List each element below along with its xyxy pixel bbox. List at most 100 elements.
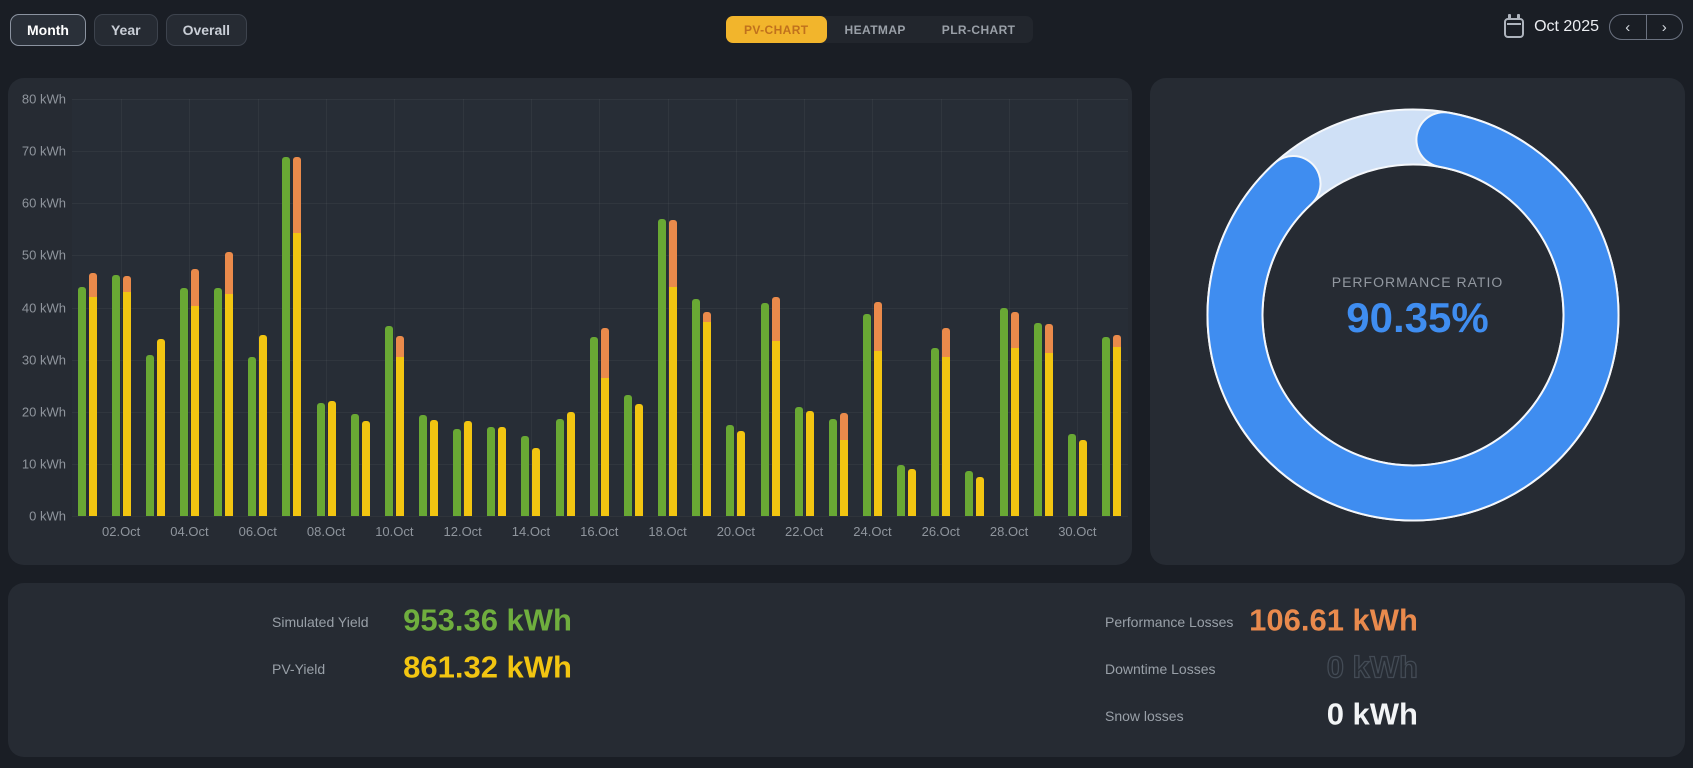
bar-simulated-yield-day-20[interactable] [726,424,735,516]
bar-simulated-yield-day-5[interactable] [214,287,223,516]
bar-pv-yield-day-11[interactable] [430,419,438,516]
bar-simulated-yield-day-14[interactable] [521,435,530,516]
bar-performance-loss-day-16[interactable] [600,328,609,378]
bar-simulated-yield-day-9[interactable] [350,413,359,516]
tab-heatmap[interactable]: HEATMAP [844,22,906,37]
bar-simulated-yield-day-19[interactable] [692,298,701,516]
bar-pv-yield-day-18[interactable] [669,286,678,516]
bar-simulated-yield-day-23[interactable] [828,419,837,516]
bar-performance-loss-day-31[interactable] [1113,334,1121,347]
bar-simulated-yield-day-4[interactable] [179,287,188,516]
bar-simulated-yield-day-28[interactable] [999,307,1008,516]
bar-pv-yield-day-17[interactable] [634,403,643,516]
bar-simulated-yield-day-27[interactable] [965,470,974,516]
bar-simulated-yield-day-30[interactable] [1067,433,1076,516]
bar-pv-yield-day-4[interactable] [190,306,199,516]
bar-pv-yield-day-22[interactable] [805,411,814,516]
bar-pv-yield-day-14[interactable] [532,447,541,516]
bar-performance-loss-day-21[interactable] [771,296,780,342]
bar-pv-yield-day-23[interactable] [839,440,848,516]
bar-pv-yield-day-28[interactable] [1010,347,1019,516]
bar-pv-yield-day-3[interactable] [156,338,165,516]
bar-simulated-yield-day-3[interactable] [145,355,154,516]
tab-pv-chart[interactable]: PV-CHART [726,16,827,43]
bar-simulated-yield-day-15[interactable] [555,419,564,516]
y-axis-tick: 0 kWh [29,508,66,524]
bar-pv-yield-day-31[interactable] [1113,346,1121,516]
bar-simulated-yield-day-8[interactable] [316,402,325,516]
overall-button[interactable]: Overall [165,14,248,46]
bar-pv-yield-day-20[interactable] [737,431,746,516]
bar-pv-yield-day-16[interactable] [600,377,609,516]
bar-simulated-yield-day-17[interactable] [623,394,632,516]
bar-pv-yield-day-21[interactable] [771,341,780,516]
bar-simulated-yield-day-29[interactable] [1033,322,1042,516]
prev-month-button[interactable]: ‹ [1625,18,1631,36]
bar-simulated-yield-day-24[interactable] [862,314,871,516]
bar-pv-yield-day-19[interactable] [703,322,712,516]
v-gridline [940,99,942,516]
year-button[interactable]: Year [93,14,158,46]
bar-simulated-yield-day-18[interactable] [658,219,667,516]
bar-simulated-yield-day-2[interactable] [111,275,120,516]
x-axis-tick: 14.Oct [511,524,551,539]
bar-simulated-yield-day-31[interactable] [1102,336,1110,516]
bar-simulated-yield-day-21[interactable] [760,303,769,516]
bar-performance-loss-day-28[interactable] [1010,312,1019,348]
x-axis-tick: 22.Oct [784,524,824,539]
bar-performance-loss-day-26[interactable] [942,328,951,357]
bar-pv-yield-day-30[interactable] [1078,439,1087,516]
bar-pv-yield-day-1[interactable] [88,297,97,516]
bar-simulated-yield-day-12[interactable] [453,428,462,516]
bar-pv-yield-day-15[interactable] [566,411,575,516]
bar-performance-loss-day-23[interactable] [839,412,848,441]
h-gridline [72,516,1128,517]
bar-simulated-yield-day-6[interactable] [248,356,257,516]
bar-pv-yield-day-12[interactable] [464,420,473,516]
bar-simulated-yield-day-25[interactable] [897,464,906,516]
bar-pv-yield-day-5[interactable] [225,294,234,516]
bar-performance-loss-day-1[interactable] [88,272,97,298]
bar-performance-loss-day-10[interactable] [395,335,404,357]
bar-pv-yield-day-27[interactable] [976,476,985,516]
bar-performance-loss-day-29[interactable] [1044,323,1053,353]
bar-pv-yield-day-24[interactable] [873,351,882,516]
next-month-button[interactable]: › [1661,18,1667,36]
bar-simulated-yield-day-22[interactable] [794,406,803,516]
bar-performance-loss-day-2[interactable] [122,276,131,292]
bar-pv-yield-day-2[interactable] [122,291,131,516]
tab-plr-chart[interactable]: PLR-CHART [941,22,1016,37]
bar-performance-loss-day-19[interactable] [703,312,712,323]
bar-performance-loss-day-5[interactable] [225,252,234,295]
bar-simulated-yield-day-26[interactable] [931,347,940,516]
bar-pv-yield-day-13[interactable] [498,426,507,516]
bar-simulated-yield-day-13[interactable] [487,426,496,516]
h-gridline [72,463,1128,465]
x-axis-tick: 10.Oct [375,524,414,539]
bar-performance-loss-day-4[interactable] [190,269,199,307]
v-gridline [599,99,601,516]
x-axis-tick: 30.Oct [1058,524,1097,539]
bar-pv-yield-day-26[interactable] [942,356,951,516]
bar-performance-loss-day-18[interactable] [669,220,678,287]
bar-pv-yield-day-6[interactable] [259,334,268,516]
v-gridline [530,99,532,516]
bar-pv-yield-day-9[interactable] [361,420,370,516]
bar-pv-yield-day-8[interactable] [327,400,336,516]
bar-simulated-yield-day-10[interactable] [384,326,393,516]
bar-simulated-yield-day-16[interactable] [589,336,598,516]
y-axis-tick: 10 kWh [21,456,66,472]
bar-pv-yield-day-7[interactable] [293,233,302,516]
bar-pv-yield-day-25[interactable] [908,469,917,516]
bar-simulated-yield-day-1[interactable] [77,286,86,516]
bar-pv-yield-day-29[interactable] [1044,352,1053,516]
bar-performance-loss-day-7[interactable] [293,157,302,234]
bar-simulated-yield-day-7[interactable] [282,157,291,516]
pv-yield-value: 861.32 kWh [403,649,572,685]
bar-performance-loss-day-24[interactable] [873,302,882,352]
bar-simulated-yield-day-11[interactable] [419,414,427,516]
h-gridline [72,151,1128,153]
month-button[interactable]: Month [10,14,86,46]
bar-pv-yield-day-10[interactable] [395,356,404,516]
x-axis-tick: 18.Oct [648,524,687,539]
